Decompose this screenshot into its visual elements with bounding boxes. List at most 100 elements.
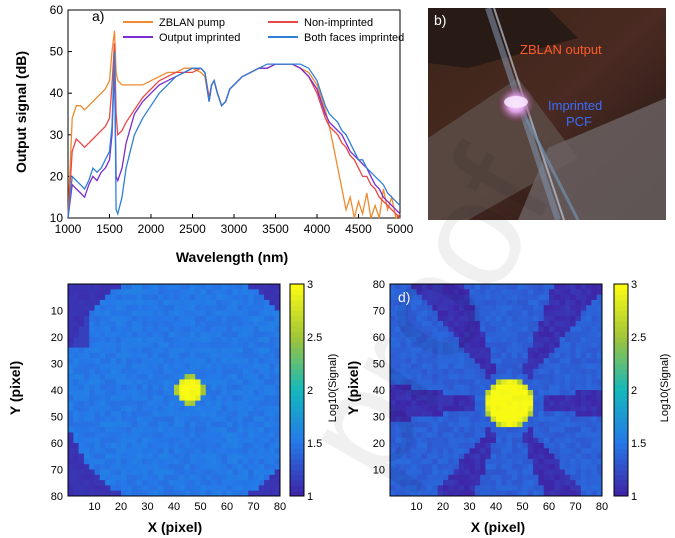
heatmap-cell (184, 374, 191, 380)
heatmap-cell (559, 437, 566, 444)
heatmap-cell (490, 384, 497, 391)
heatmap-cell (195, 458, 201, 465)
heatmap-cell (253, 379, 260, 386)
heatmap-cell (464, 474, 470, 481)
heatmap-cell (242, 480, 249, 486)
heatmap-cell (78, 411, 85, 417)
heatmap-cell (448, 310, 454, 317)
heatmap-cell (110, 363, 117, 370)
heatmap-cell (421, 432, 428, 439)
heatmap-cell (564, 400, 571, 407)
heatmap-cell (596, 326, 603, 333)
heatmap-cell (453, 331, 460, 338)
heatmap-cell (432, 315, 439, 322)
colorbar-band (614, 437, 628, 444)
heatmap-cell (405, 326, 412, 333)
heatmap-cell (264, 480, 270, 486)
heatmap-cell (237, 315, 244, 322)
heatmap-cell (221, 374, 228, 380)
heatmap-cell (115, 480, 122, 486)
heatmap-cell (158, 384, 164, 391)
heatmap-cell (237, 289, 244, 295)
heatmap-cell (163, 321, 170, 327)
heatmap-cell (469, 443, 476, 449)
heatmap-cell (242, 368, 249, 375)
heatmap-cell (543, 453, 550, 460)
heatmap-cell (533, 432, 539, 439)
heatmap-cell (506, 416, 513, 423)
heatmap-cell (511, 400, 518, 407)
heatmap-cell (506, 347, 513, 354)
colorbar-band (614, 384, 628, 391)
heatmap-cell (575, 310, 582, 317)
heatmap-cell (432, 299, 439, 306)
heatmap-cell (253, 464, 260, 470)
heatmap-cell (458, 469, 465, 476)
heatmap-cell (83, 368, 90, 375)
heatmap-cell (596, 490, 603, 497)
heatmap-cell (105, 347, 111, 354)
heatmap-cell (242, 326, 249, 333)
heatmap-cell (416, 310, 423, 317)
heatmap-cell (464, 342, 470, 348)
x-tick-label: 60 (543, 501, 555, 513)
heatmap-cell (421, 400, 428, 407)
colorbar-frame (613, 283, 629, 497)
heatmap-cell (464, 337, 470, 343)
heatmap-cell (411, 289, 417, 295)
heatmap-cell (506, 421, 513, 428)
heatmap-cell (179, 490, 185, 497)
heatmap-cell (538, 294, 545, 301)
heatmap-cell (189, 321, 196, 327)
heatmap-cell (89, 453, 95, 460)
heatmap-cell (131, 411, 138, 417)
heatmap-cell (554, 400, 560, 407)
heatmap-cell (99, 437, 106, 444)
heatmap-cell (174, 315, 180, 322)
heatmap-cell (211, 374, 217, 380)
heatmap-cell (443, 379, 449, 386)
heatmap-cell (168, 299, 175, 306)
heatmap-cell (469, 405, 476, 412)
heatmap-cell (527, 458, 534, 465)
heatmap-cell (400, 427, 407, 433)
heatmap-cell (490, 474, 497, 481)
heatmap-cell (437, 384, 444, 391)
heatmap-cell (195, 294, 201, 301)
heatmap-cell (416, 294, 423, 301)
heatmap-cell (533, 427, 539, 433)
heatmap-cell (400, 458, 407, 465)
heatmap-cell (110, 448, 117, 454)
heatmap-cell (274, 458, 281, 465)
heatmap-cell (78, 326, 85, 333)
heatmap-cell (427, 400, 433, 407)
heatmap-cell (126, 347, 132, 354)
heatmap-cell (517, 374, 523, 380)
heatmap-cell (517, 400, 523, 407)
heatmap-cell (464, 432, 470, 439)
heatmap-cell (564, 305, 571, 311)
heatmap-cell (221, 390, 228, 396)
heatmap-cell (200, 469, 207, 476)
heatmap-cell (78, 363, 85, 370)
heatmap-cell (443, 368, 449, 375)
heatmap-cell (158, 490, 164, 497)
heatmap-cell (485, 368, 492, 375)
heatmap-cell (99, 411, 106, 417)
heatmap-cell (564, 352, 571, 359)
heatmap-cell (453, 368, 460, 375)
heatmap-cell (99, 405, 106, 412)
heatmap-cell (258, 437, 265, 444)
heatmap-cell (490, 294, 497, 301)
colorbar-band (614, 405, 628, 412)
heatmap-cell (142, 289, 148, 295)
heatmap-cell (99, 326, 106, 333)
x-tick-label: 10 (88, 501, 100, 513)
heatmap-cell (200, 374, 207, 380)
heatmap-cell (105, 374, 111, 380)
heatmap-cell (195, 321, 201, 327)
heatmap-cell (110, 352, 117, 359)
heatmap-cell (469, 400, 476, 407)
heatmap-cell (564, 374, 571, 380)
heatmap-cell (258, 374, 265, 380)
